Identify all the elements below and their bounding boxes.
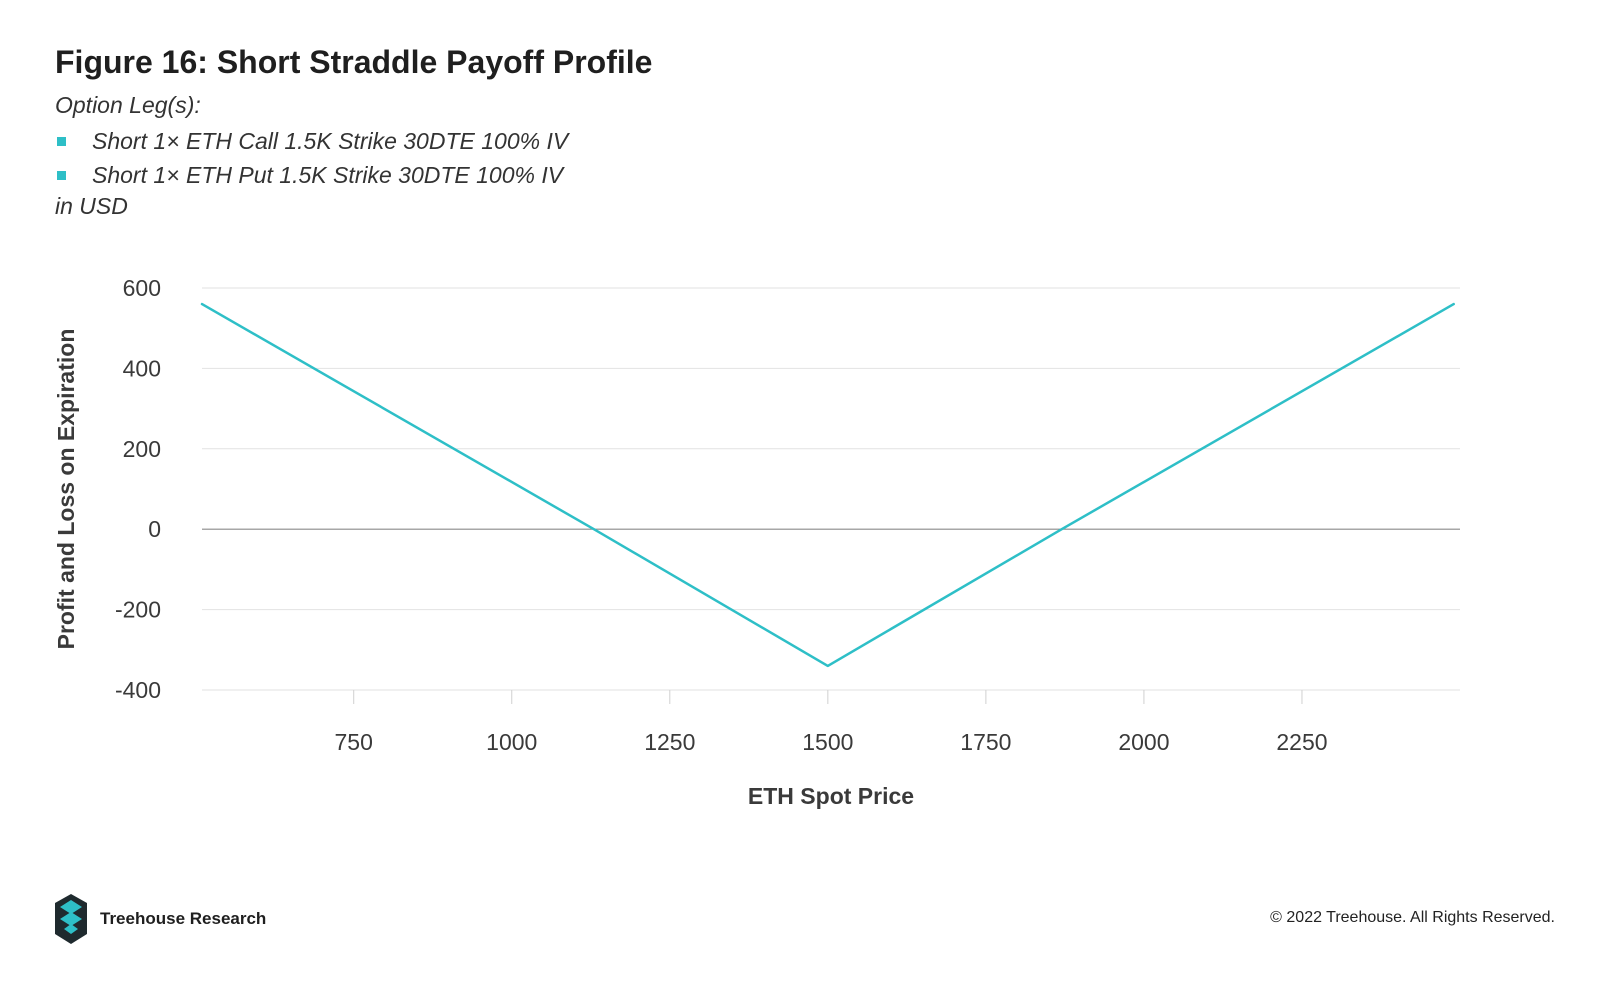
treehouse-logo-icon: [55, 894, 87, 944]
x-tick-label: 2000: [1118, 729, 1169, 755]
x-tick-label: 1000: [486, 729, 537, 755]
square-bullet-icon: [57, 136, 66, 146]
y-tick-label: -400: [115, 677, 161, 703]
x-tick-label: 1750: [960, 729, 1011, 755]
brand-name: Treehouse Research: [100, 909, 267, 928]
y-tick-label: 400: [123, 355, 161, 381]
square-bullet-icon: [57, 170, 66, 180]
option-leg-put: Short 1× ETH Put 1.5K Strike 30DTE 100% …: [55, 158, 568, 192]
option-leg-label: Short 1× ETH Call 1.5K Strike 30DTE 100%…: [92, 127, 569, 154]
footer-brand: Treehouse Research: [54, 893, 266, 945]
y-axis-label: Profit and Loss on Expiration: [53, 329, 79, 650]
x-tick-label: 1250: [644, 729, 695, 755]
payoff-line: [200, 302, 1455, 668]
y-tick-label: 600: [123, 275, 161, 301]
x-tick-label: 1500: [802, 729, 853, 755]
x-tick-label: 2250: [1276, 729, 1327, 755]
option-legs-list: Short 1× ETH Call 1.5K Strike 30DTE 100%…: [55, 124, 568, 192]
copyright-text: © 2022 Treehouse. All Rights Reserved.: [1270, 909, 1555, 926]
x-tick-label: 750: [335, 729, 373, 755]
y-tick-label: 200: [123, 436, 161, 462]
chart-title: Figure 16: Short Straddle Payoff Profile: [55, 44, 653, 80]
option-leg-call: Short 1× ETH Call 1.5K Strike 30DTE 100%…: [55, 124, 568, 158]
x-axis-label: ETH Spot Price: [748, 783, 914, 809]
y-tick-label: -200: [115, 597, 161, 623]
option-leg-label: Short 1× ETH Put 1.5K Strike 30DTE 100% …: [92, 161, 564, 188]
chart-subtitle: Option Leg(s):: [55, 92, 201, 118]
y-tick-label: 0: [148, 516, 161, 542]
unit-note: in USD: [55, 193, 128, 219]
